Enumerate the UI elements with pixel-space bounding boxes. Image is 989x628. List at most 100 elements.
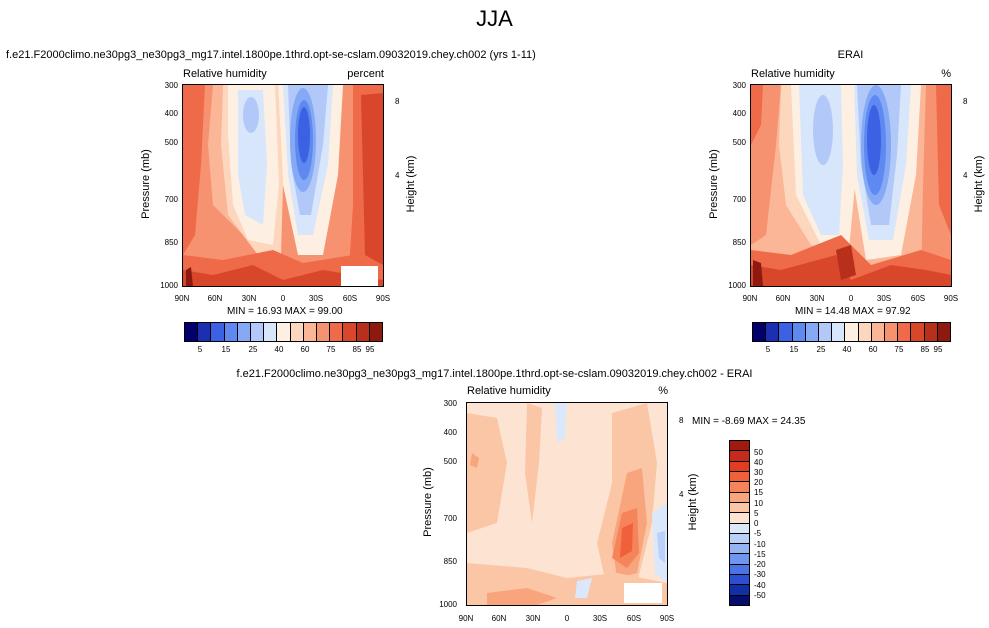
colorbar-label: 25 (248, 345, 258, 354)
colorbar-label: 25 (816, 345, 826, 354)
colorbar-label: 95 (365, 345, 375, 354)
colorbar-swatch (805, 323, 820, 341)
colorbar-label: 50 (754, 448, 763, 457)
colorbar-label: -5 (754, 529, 762, 538)
colorbar-swatch (819, 323, 833, 341)
colorbar-label: 5 (197, 345, 203, 354)
colorbar-swatch (845, 323, 859, 341)
colorbar-swatch (251, 323, 265, 341)
ytick-label: 400 (164, 109, 178, 118)
colorbar-swatch (730, 441, 749, 452)
panel-erai-plot-area (750, 84, 952, 287)
colorbar-label: 85 (352, 345, 362, 354)
colorbar-swatch (730, 461, 749, 472)
colorbar-label: 15 (754, 488, 763, 497)
panel-model-y2label: Height (km) (405, 155, 417, 213)
colorbar-swatch (730, 502, 749, 514)
panel-model-right-string: percent (347, 68, 384, 80)
y2tick-label: 8 (679, 416, 684, 425)
ytick-label: 1000 (439, 600, 457, 609)
xtick-label: 60S (626, 614, 642, 623)
ytick-label: 500 (164, 138, 178, 147)
ytick-label: 850 (443, 557, 457, 566)
page-title: JJA (476, 6, 513, 31)
colorbar-label: 60 (300, 345, 310, 354)
colorbar-swatch (730, 533, 749, 545)
colorbar-label: 75 (326, 345, 336, 354)
ytick-label: 300 (164, 81, 178, 90)
colorbar-swatch (911, 323, 925, 341)
y2tick-label: 4 (395, 171, 400, 180)
colorbar-swatch (753, 323, 767, 341)
panel-erai-contours (751, 85, 951, 286)
colorbar-swatch (885, 323, 899, 341)
panel-erai-minmax: MIN = 14.48 MAX = 97.92 (795, 306, 911, 317)
colorbar-swatch (730, 554, 749, 565)
colorbar-swatch (858, 323, 872, 341)
colorbar-label: 75 (894, 345, 904, 354)
colorbar-label: 40 (274, 345, 284, 354)
colorbar-label: 0 (754, 519, 759, 528)
panel-erai-ylabel: Pressure (mb) (708, 149, 720, 219)
colorbar-swatch (937, 323, 951, 341)
xtick-label: 90S (943, 294, 959, 303)
colorbar-swatch (730, 564, 749, 576)
colorbar-swatch (277, 323, 291, 341)
colorbar-label: -15 (754, 550, 766, 559)
panel-model-contours (183, 85, 383, 286)
colorbar-label: 30 (754, 468, 763, 477)
ytick-label: 1000 (728, 281, 746, 290)
colorbar-swatch (317, 323, 331, 341)
colorbar-swatch (730, 471, 749, 483)
xtick-label: 60S (910, 294, 926, 303)
panel-diff-plot-area (466, 402, 668, 606)
ytick-label: 500 (443, 457, 457, 466)
colorbar-swatch (343, 323, 357, 341)
xtick-label: 90S (375, 294, 391, 303)
colorbar-swatch (730, 492, 749, 503)
colorbar-label: 85 (920, 345, 930, 354)
xtick-label: 30S (876, 294, 892, 303)
colorbar-swatch (832, 323, 846, 341)
colorbar-swatch (237, 323, 252, 341)
colorbar-swatch (730, 544, 749, 555)
xtick-label: 60N (491, 614, 507, 623)
colorbar-swatch (792, 323, 806, 341)
panel-erai-colorbar (752, 322, 951, 342)
colorbar-swatch (766, 323, 780, 341)
xtick-label: 30S (308, 294, 324, 303)
xtick-label: 0 (280, 294, 286, 303)
ytick-label: 300 (732, 81, 746, 90)
colorbar-label: 5 (754, 509, 759, 518)
colorbar-swatch (185, 323, 199, 341)
xtick-label: 90N (458, 614, 474, 623)
panel-diff-colorbar (729, 440, 750, 606)
colorbar-swatch (871, 323, 886, 341)
y2tick-label: 4 (679, 490, 684, 499)
colorbar-label: 5 (765, 345, 771, 354)
ytick-label: 1000 (160, 281, 178, 290)
ytick-label: 400 (732, 109, 746, 118)
xtick-label: 90N (742, 294, 758, 303)
colorbar-label: -30 (754, 570, 766, 579)
colorbar-swatch (224, 323, 238, 341)
colorbar-label: 40 (754, 458, 763, 467)
colorbar-swatch (303, 323, 318, 341)
xtick-label: 0 (848, 294, 854, 303)
panel-model-plot-area (182, 84, 384, 287)
colorbar-swatch (898, 323, 912, 341)
colorbar-swatch (924, 323, 938, 341)
panel-model-minmax: MIN = 16.93 MAX = 99.00 (227, 306, 343, 317)
xtick-label: 30N (525, 614, 541, 623)
colorbar-swatch (779, 323, 793, 341)
xtick-label: 90S (659, 614, 675, 623)
ytick-label: 850 (164, 238, 178, 247)
y2tick-label: 8 (963, 97, 968, 106)
panel-model-left-string: Relative humidity (183, 68, 267, 80)
colorbar-swatch (730, 595, 749, 605)
colorbar-swatch (730, 585, 749, 596)
colorbar-label: -50 (754, 591, 766, 600)
panel-diff-right-string: % (658, 385, 668, 397)
colorbar-label: 15 (789, 345, 799, 354)
ytick-label: 700 (164, 195, 178, 204)
